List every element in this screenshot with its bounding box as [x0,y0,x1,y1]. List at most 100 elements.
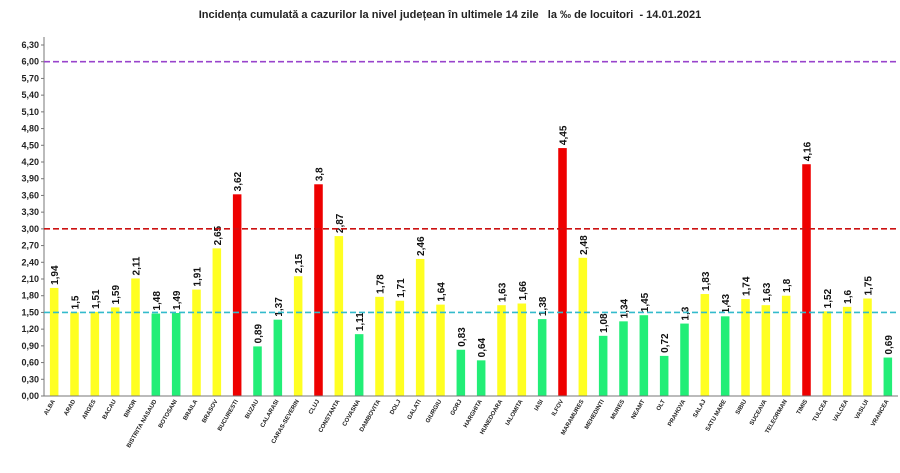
data-label: 1,64 [437,282,448,302]
x-tick-label: GALATI [407,399,423,421]
x-tick-label: BOTOSANI [158,399,179,430]
y-tick-label: 3,30 [21,207,39,217]
x-tick-label: CALARASI [260,399,281,429]
bar [537,319,547,396]
bar [314,184,323,396]
y-tick-label: 0,60 [21,358,39,368]
y-tick-label: 4,80 [21,124,39,134]
data-label: 1,71 [396,278,407,298]
x-tick-label: HARGHITA [463,398,484,429]
y-tick-label: 1,20 [21,324,39,334]
bar [212,248,222,396]
x-tick-label: BUCURESTI [217,399,240,433]
bar [619,321,628,396]
bar [863,298,872,396]
y-tick-label: 6,00 [21,57,39,67]
data-label: 1,75 [864,276,875,296]
bar [558,148,567,396]
data-label: 1,5 [71,295,82,309]
x-tick-label: NEAMT [631,399,647,421]
x-tick-label: DOLJ [389,399,402,416]
bar [70,312,79,396]
bar [497,305,506,396]
bars [49,148,893,396]
y-tick-label: 5,40 [21,90,39,100]
data-label: 2,65 [213,225,224,245]
bar [842,306,852,396]
data-label: 3,8 [315,167,326,181]
data-label: 2,48 [579,235,590,255]
data-label: 3,62 [233,171,244,191]
x-tick-label: SUCEAVA [749,398,769,426]
data-label: 2,15 [294,253,305,273]
data-label: 0,64 [477,337,488,357]
bar [598,335,608,396]
bar [517,303,527,396]
data-label: 1,63 [498,282,509,302]
bar [395,300,405,396]
bar [680,323,689,396]
data-label: 0,72 [660,333,671,353]
data-label: 0,83 [457,327,468,347]
y-tick-label: 2,10 [21,274,39,284]
x-tick-label: MEHEDINTI [584,399,606,431]
y-tick-label: 4,50 [21,140,39,150]
y-tick-label: 0,90 [21,341,39,351]
y-tick-label: 3,00 [21,224,39,234]
x-tick-label: SIBIU [735,399,748,416]
x-tick-label: ARGES [82,399,98,420]
x-tick-label: VALCEA [833,398,851,423]
y-tick-label: 6,30 [21,40,39,50]
bar [253,346,262,396]
threshold-lines [44,60,898,314]
data-label: 1,49 [172,290,183,310]
bar [761,305,771,396]
data-label: 1,37 [274,297,285,317]
bar [151,313,161,396]
x-tick-label: OLT [656,399,667,412]
bar [456,349,466,396]
axes: 0,00 0,30 0,60 0,90 1,20 1,50 1,80 2,10 2,40 2,70… [21,37,898,401]
data-label: 4,16 [803,141,814,161]
labels: 1,94 ALBA 1,5 ARAD 1,51 ARGES 1,59 BACAU 2,11 BIH… [43,125,894,449]
bar [110,307,120,396]
data-label: 1,48 [152,291,163,311]
bar [822,311,832,396]
bar [273,319,283,396]
bar [639,315,649,396]
data-label: 1,63 [762,282,773,302]
x-tick-label: PRAHOVA [667,398,687,427]
data-label: 1,83 [701,271,712,291]
data-label: 1,51 [91,289,102,309]
bar [436,304,445,396]
data-label: 1,3 [681,306,692,320]
bar [415,258,425,396]
x-tick-label: IALOMITA [505,398,525,426]
data-label: 1,94 [50,265,61,285]
x-tick-label: BRAILA [183,398,200,421]
x-tick-label: VRANCEA [871,398,891,427]
data-label: 1,34 [620,298,631,318]
x-tick-label: VASLUI [854,399,870,421]
x-tick-label: BUZAU [245,399,261,420]
bar [741,299,750,396]
y-tick-label: 2,70 [21,241,39,251]
y-tick-label: 1,80 [21,291,39,301]
data-label: 2,46 [416,236,427,256]
y-tick-label: 5,10 [21,107,39,117]
bar [578,257,588,396]
x-tick-label: SALAJ [693,399,708,419]
bar [720,316,730,396]
x-tick-label: ARAD [63,398,77,417]
data-label: 0,69 [884,335,895,355]
y-tick-label: 3,90 [21,174,39,184]
chart-title: Incidența cumulată a cazurilor la nivel … [198,9,702,21]
data-label: 4,45 [559,125,570,145]
x-tick-label: CONSTANTA [318,398,342,433]
x-tick-label: TIMIS [796,399,809,416]
bar [375,296,384,396]
x-tick-label: TELEORMAN [765,399,789,435]
x-tick-label: BIHOR [123,398,138,418]
data-label: 1,6 [843,290,854,304]
x-tick-label: BACAU [102,399,118,421]
